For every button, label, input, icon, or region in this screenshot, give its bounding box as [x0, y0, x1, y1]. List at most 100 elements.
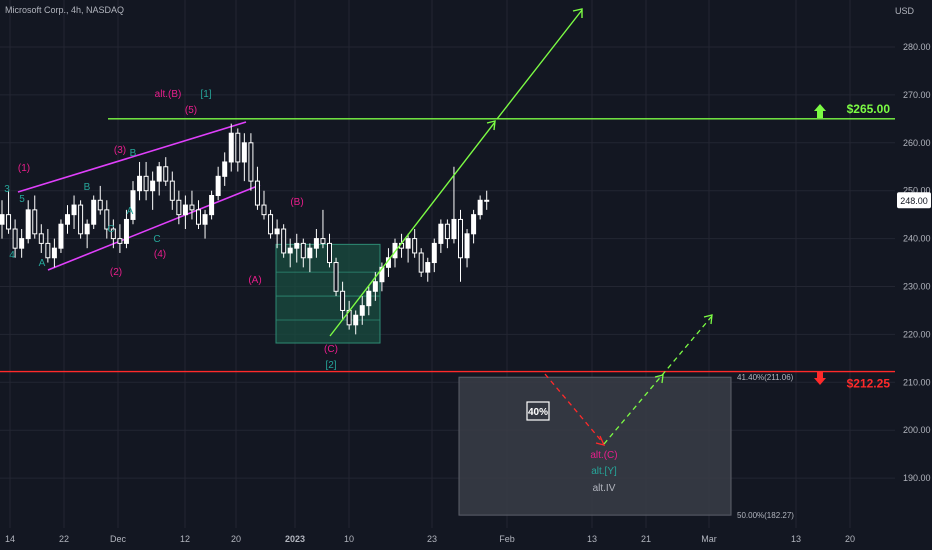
wave-label-wA-paren: (A) [248, 275, 261, 286]
candle-body [320, 238, 326, 244]
candle-body [150, 180, 156, 192]
x-tick-label: 21 [641, 534, 651, 544]
candle-body [313, 238, 319, 249]
wave-label-wB-left: B [84, 182, 91, 193]
candle-body [51, 247, 57, 259]
candle-body [281, 228, 287, 254]
x-tick-label: 20 [845, 534, 855, 544]
candle-body [130, 190, 136, 220]
candle-body [209, 194, 215, 216]
wave-label-w2-pink: (2) [110, 267, 122, 278]
candle-body [196, 209, 201, 225]
candle-body [353, 314, 359, 326]
x-tick-label: 22 [59, 534, 69, 544]
candle-body [471, 214, 477, 235]
chart-title: Microsoft Corp., 4h, NASDAQ [5, 5, 125, 15]
y-tick-label: 270.00 [903, 90, 931, 100]
x-tick-label: 23 [427, 534, 437, 544]
candle-body [248, 142, 254, 182]
x-tick-label: 13 [791, 534, 801, 544]
x-tick-label: 10 [344, 534, 354, 544]
candle-body [359, 305, 365, 316]
candle-body [444, 223, 450, 240]
candle-body [58, 223, 64, 249]
candle-body [163, 166, 169, 182]
y-tick-label: 260.00 [903, 138, 931, 148]
y-tick-label: 250.00 [903, 186, 931, 196]
wave-label-alt-C: alt.(C) [590, 450, 617, 461]
projection-line-main [329, 121, 496, 337]
candle-body [268, 214, 274, 235]
candle-body [189, 204, 195, 211]
wave-label-w4-pink: (4) [154, 249, 166, 260]
candle-body [182, 204, 188, 216]
last-price-badge [897, 192, 931, 209]
candle-body [228, 132, 234, 163]
wave-label-wC-teal: C [153, 234, 160, 245]
candle-body [300, 242, 306, 259]
wave-label-w3-left: 3 [4, 184, 10, 195]
channel-lower-line [47, 184, 261, 271]
x-tick-label: 14 [5, 534, 15, 544]
wave-label-wA-teal: A [127, 206, 134, 217]
candle-body [25, 209, 31, 240]
candle-body [91, 199, 97, 225]
y-tick-label: 210.00 [903, 377, 931, 387]
candle-body [45, 242, 51, 259]
wave-label-bracket-2: [2] [325, 360, 336, 371]
support-label: $212.25 [847, 377, 891, 391]
candle-body [254, 180, 260, 206]
alt-arrowhead-up [703, 314, 713, 325]
candle-body [241, 142, 247, 163]
candle-body [418, 252, 424, 273]
candle-body [412, 238, 418, 254]
candle-body [222, 161, 228, 177]
x-tick-label: Feb [499, 534, 515, 544]
candle-body [379, 266, 385, 283]
y-tick-label: 200.00 [903, 425, 931, 435]
candle-body [71, 204, 77, 216]
candle-body [405, 238, 411, 249]
candle-body [438, 223, 444, 244]
projection-line-extended [496, 9, 583, 120]
candle-body [78, 204, 84, 235]
candle-body [294, 242, 300, 249]
wave-label-alt-Y: alt.[Y] [591, 466, 617, 477]
wave-label-wC-paren: (C) [324, 344, 338, 355]
candle-body [19, 238, 25, 249]
candle-body [274, 228, 280, 235]
wave-label-bracket-1: [1] [200, 89, 211, 100]
x-tick-label: 13 [587, 534, 597, 544]
wave-label-w3-pink: (3) [114, 145, 126, 156]
y-tick-label: 280.00 [903, 42, 931, 52]
candle-body [38, 233, 44, 244]
wave-label-wA-left: A [39, 258, 46, 269]
candle-body [97, 199, 103, 211]
currency-label: USD [894, 6, 914, 16]
candle-body [32, 209, 38, 235]
x-tick-label: 2023 [285, 534, 305, 544]
alt-percent-label: 40% [528, 407, 548, 418]
wave-label-wC-left: C [107, 224, 114, 235]
candle-body [425, 262, 431, 273]
x-tick-label: 12 [180, 534, 190, 544]
candle-body [372, 281, 378, 292]
alt-path-down [544, 373, 605, 445]
candle-body [65, 214, 70, 225]
wave-label-w4-left: 4 [9, 250, 15, 261]
candle-body [431, 242, 437, 264]
candle-body [333, 262, 339, 292]
candle-body [84, 223, 90, 235]
candle-body [235, 132, 241, 163]
wave-label-alt-B: alt.(B) [155, 89, 182, 100]
x-tick-label: Dec [110, 534, 127, 544]
candle-body [484, 199, 490, 202]
wave-label-alt-IV: alt.IV [593, 483, 616, 494]
candle-body [143, 175, 149, 192]
candle-body [156, 166, 162, 182]
candle-body [6, 214, 12, 230]
wave-label-wB-teal: B [130, 148, 137, 159]
candle-body [110, 228, 116, 240]
